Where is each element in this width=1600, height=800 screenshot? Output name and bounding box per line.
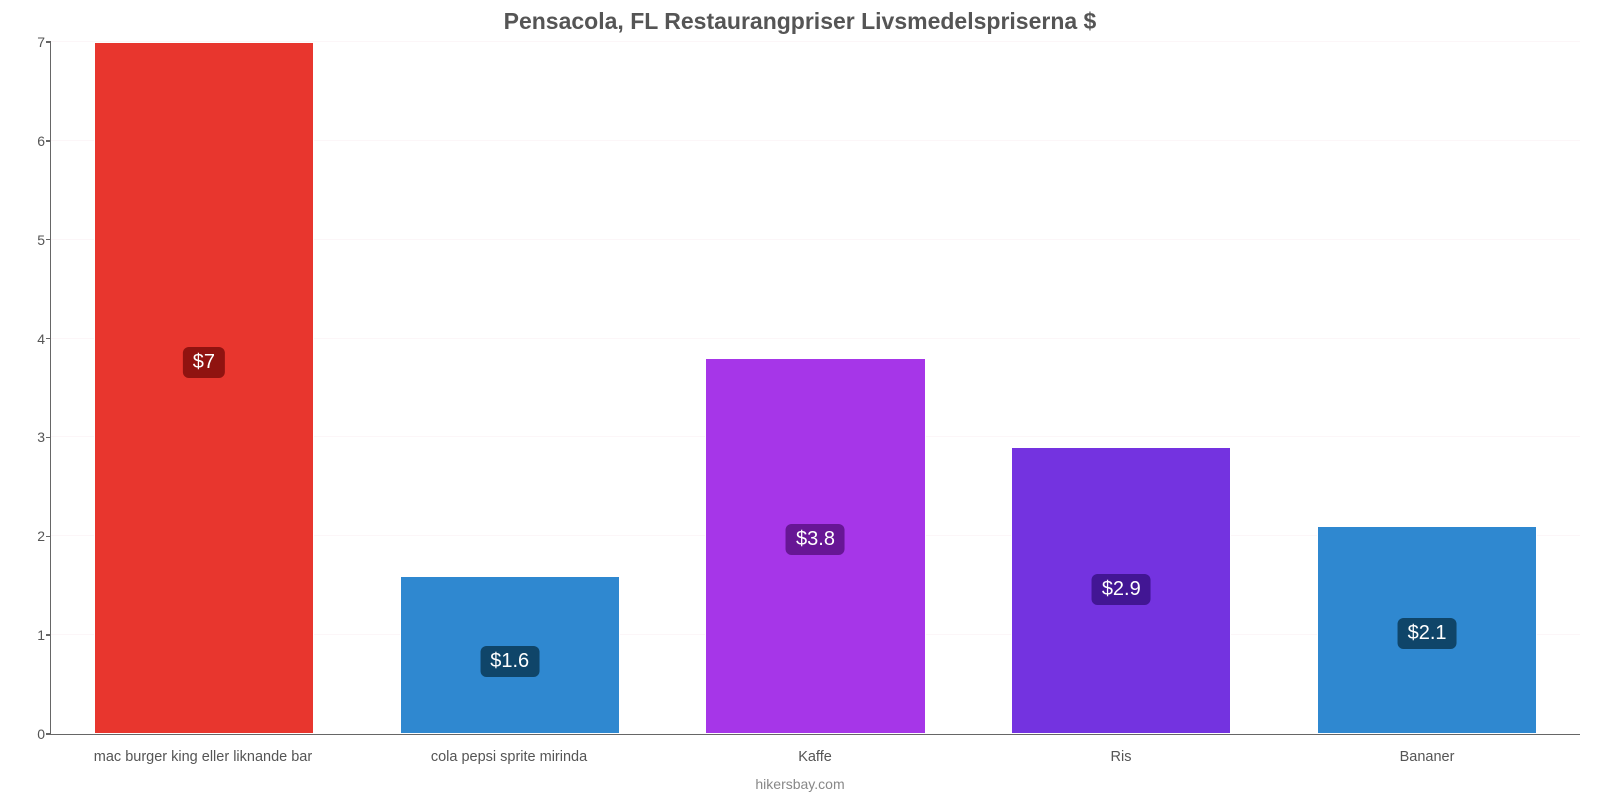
- value-badge: $2.1: [1398, 618, 1457, 649]
- x-axis-label: Kaffe: [662, 749, 968, 765]
- value-badge: $3.8: [786, 524, 845, 555]
- y-tick-label: 4: [23, 331, 45, 347]
- y-tick-label: 6: [23, 133, 45, 149]
- x-axis-label: cola pepsi sprite mirinda: [356, 749, 662, 765]
- bar-slot: $7: [51, 42, 357, 734]
- bar: $3.8: [705, 358, 925, 734]
- bar-slot: $2.1: [1274, 42, 1580, 734]
- bar: $2.1: [1317, 526, 1537, 734]
- bar: $7: [94, 42, 314, 734]
- credit-text: hikersbay.com: [0, 776, 1600, 792]
- bar: $2.9: [1011, 447, 1231, 734]
- x-axis-label: Bananer: [1274, 749, 1580, 765]
- plot-area: 01234567 $7$1.6$3.8$2.9$2.1: [50, 42, 1580, 735]
- y-tick-label: 7: [23, 34, 45, 50]
- bar: $1.6: [400, 576, 620, 734]
- value-badge: $1.6: [480, 646, 539, 677]
- x-axis-label: Ris: [968, 749, 1274, 765]
- value-badge: $7: [183, 347, 225, 378]
- bar-slot: $2.9: [968, 42, 1274, 734]
- y-tick-label: 2: [23, 528, 45, 544]
- bar-slot: $1.6: [357, 42, 663, 734]
- x-axis-label: mac burger king eller liknande bar: [50, 749, 356, 765]
- x-axis-labels: mac burger king eller liknande barcola p…: [50, 749, 1580, 765]
- y-tick-label: 0: [23, 726, 45, 742]
- price-bar-chart: Pensacola, FL Restaurangpriser Livsmedel…: [0, 0, 1600, 800]
- y-tick-label: 5: [23, 232, 45, 248]
- chart-title: Pensacola, FL Restaurangpriser Livsmedel…: [0, 8, 1600, 35]
- y-tick-label: 3: [23, 429, 45, 445]
- y-tick-label: 1: [23, 627, 45, 643]
- value-badge: $2.9: [1092, 574, 1151, 605]
- bar-slot: $3.8: [663, 42, 969, 734]
- bars-container: $7 $1.6 $3.8 $2.9 $2.1: [51, 42, 1580, 734]
